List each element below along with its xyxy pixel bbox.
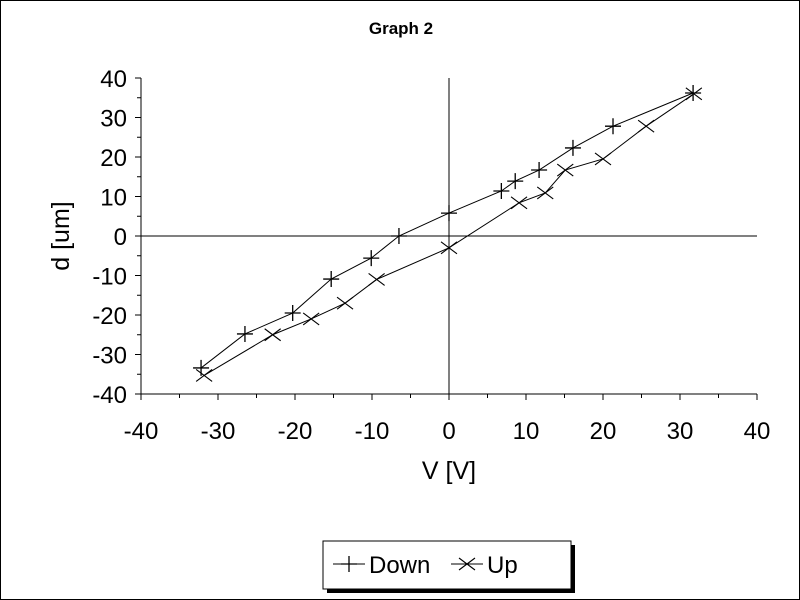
data-point-up xyxy=(536,186,554,200)
y-tick-label: -10 xyxy=(92,264,127,291)
x-axis-label: V [V] xyxy=(422,457,476,485)
x-tick-label: 30 xyxy=(667,418,694,445)
data-point-down xyxy=(564,139,581,156)
legend-marker-down xyxy=(341,556,357,572)
y-tick-label: -20 xyxy=(92,303,127,330)
y-tick-label: -40 xyxy=(92,382,127,409)
y-axis-label: d [um] xyxy=(47,201,75,270)
data-point-down xyxy=(493,182,510,199)
y-tick-label: 10 xyxy=(100,185,127,212)
y-tick-label: 20 xyxy=(100,145,127,172)
data-point-up xyxy=(594,152,612,166)
data-point-down xyxy=(236,325,253,342)
x-tick-label: -10 xyxy=(355,418,390,445)
data-point-up xyxy=(336,296,354,310)
x-tick-label: -30 xyxy=(201,418,236,445)
x-tick-label: 0 xyxy=(442,418,455,445)
x-tick-label: 20 xyxy=(590,418,617,445)
x-tick-label: 40 xyxy=(744,418,771,445)
data-point-down xyxy=(441,205,457,222)
data-point-up xyxy=(440,241,458,255)
y-tick-label: -30 xyxy=(92,343,127,370)
data-point-down xyxy=(390,228,407,244)
legend: Down Up xyxy=(322,540,575,593)
data-point-up xyxy=(368,273,385,286)
x-tick-label: -20 xyxy=(278,418,313,445)
legend-box xyxy=(322,540,572,590)
data-point-up xyxy=(195,368,213,382)
data-point-down xyxy=(284,305,301,322)
data-point-up xyxy=(556,163,574,177)
data-point-down xyxy=(323,271,340,288)
data-point-up xyxy=(302,312,320,326)
series-line-down xyxy=(200,92,694,369)
data-point-up xyxy=(685,87,703,101)
data-point-up xyxy=(510,196,528,210)
y-tick-label: 0 xyxy=(114,224,127,251)
series-down xyxy=(193,85,702,376)
data-point-up xyxy=(637,119,655,133)
legend-marker-up xyxy=(458,557,476,571)
y-tick-label: 30 xyxy=(100,106,127,133)
x-tick-label: 10 xyxy=(513,418,540,445)
data-point-up xyxy=(264,328,281,342)
series-up xyxy=(195,87,703,382)
data-point-down xyxy=(363,250,380,267)
legend-label-down: Down xyxy=(369,552,430,579)
legend-label-up: Up xyxy=(487,552,518,579)
y-tick-label: 40 xyxy=(100,66,127,93)
data-point-down xyxy=(531,162,548,179)
data-point-down xyxy=(605,118,622,135)
chart-title: Graph 2 xyxy=(369,19,433,38)
data-point-down xyxy=(507,173,524,190)
x-tick-label: -40 xyxy=(124,418,159,445)
